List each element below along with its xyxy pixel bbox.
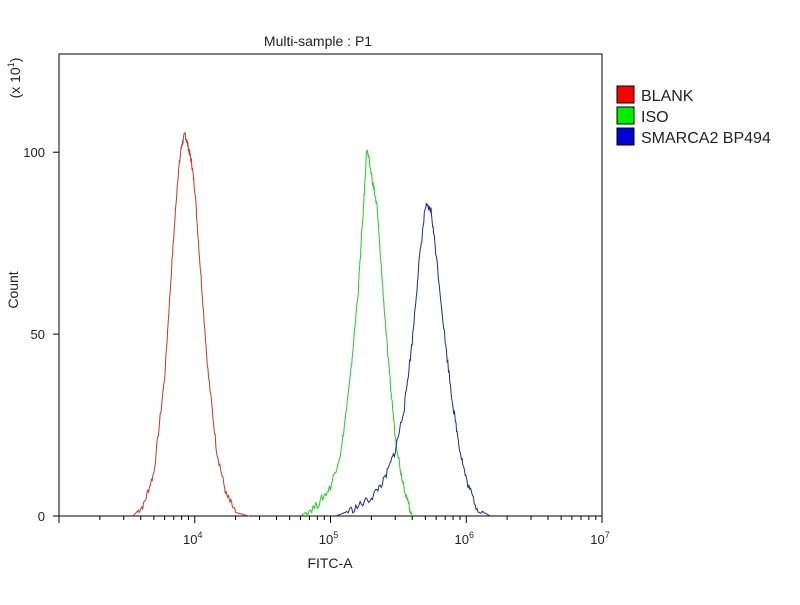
x-tick-label: 104 [183,530,202,547]
x-tick-base: 10 [455,532,469,547]
x-tick-exp: 5 [333,530,338,540]
series-line-smarca2-bp494 [335,202,491,517]
series-layer [132,132,491,517]
x-tick-exp: 4 [197,530,202,540]
legend-label: SMARCA2 BP494 [641,130,771,147]
series-line-blank [132,132,249,517]
y-multiplier-label: (x 101) [6,58,23,99]
x-tick-label: 106 [455,530,474,547]
legend: BLANK ISO SMARCA2 BP494 [616,85,771,147]
y-axis-label-group: Count [5,271,21,308]
legend-label: ISO [641,109,669,126]
y-multiplier-text: (x 10 [7,67,23,98]
y-multiplier-group: (x 101) [6,58,23,99]
plot-frame [58,53,603,517]
x-tick-exp: 6 [469,530,474,540]
x-tick-base: 10 [319,532,333,547]
legend-swatch [616,106,635,125]
x-tick-label: 105 [319,530,338,547]
y-tick-label: 100 [23,145,45,160]
legend-swatch [616,85,635,104]
series-line-iso [300,149,413,517]
x-tick-base: 10 [590,532,604,547]
x-tick-base: 10 [183,532,197,547]
y-multiplier-close: ) [7,58,23,63]
x-axis-label: FITC-A [307,555,353,571]
y-tick-label: 50 [31,327,45,342]
y-axis-label: Count [5,271,21,308]
x-tick-label: 107 [590,530,609,547]
legend-swatch [616,127,635,146]
y-tick-label: 0 [38,509,45,524]
y-multiplier-exp: 1 [6,62,16,67]
legend-label: BLANK [641,88,694,105]
x-tick-exp: 7 [605,530,610,540]
chart-title: Multi-sample : P1 [264,33,372,49]
